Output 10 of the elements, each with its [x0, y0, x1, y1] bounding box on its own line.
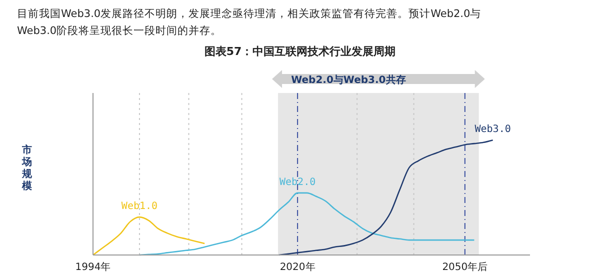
x-tick-label: 2050年后 [442, 261, 488, 274]
x-tick-label: 2020年 [280, 261, 316, 274]
series-label: Web1.0 [121, 201, 158, 212]
x-tick-label: 1994年 [75, 261, 111, 274]
series-label: Web3.0 [474, 124, 511, 136]
series-label: Web2.0 [279, 176, 316, 188]
y-axis-title: 市场规模 [22, 145, 33, 193]
text: 目前我国Web3.0发展路径不明朗，发展理念亟待理清，相关政策监管有待完善。预计Web2.0与Web3.0阶段将呈现很长一段时间的并存。 [17, 7, 482, 39]
text: Web2.0与Web3.0共存 [291, 74, 406, 86]
chart-title: 图表57：中国互联网技术行业发展周期 [203, 44, 397, 59]
